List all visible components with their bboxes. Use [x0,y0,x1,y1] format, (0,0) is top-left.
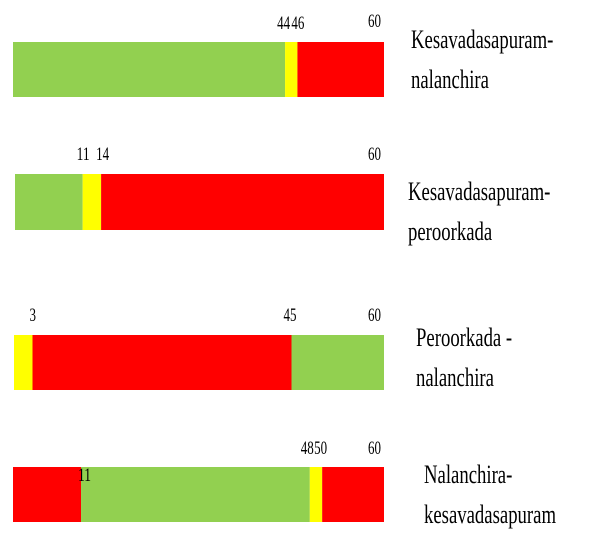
bar-segment-green [81,467,310,522]
route-label-line: Kesavadasapuram- [408,177,551,206]
tick-label: 44 [277,13,290,34]
bar-segment-yellow [309,467,323,522]
bar-group: 11 14 60 [15,144,384,230]
route-label-line: Nalanchira- [424,460,513,489]
tick-label: 50 [314,438,327,459]
tick-label: 11 [78,465,91,486]
bar-segment-red [32,335,292,390]
route-label-line: Peroorkada - [416,323,513,352]
bar-segment-red [13,467,82,522]
bar-segment-red [297,42,384,97]
bar-group: 44 46 60 [13,11,384,97]
bar-group: 3 45 60 [14,305,384,390]
tick-label: 60 [368,438,381,459]
bar-segment-yellow [14,335,33,390]
bar-segment-red [101,174,384,230]
tick-label: 3 [30,305,37,326]
route-label-line: kesavadasapuram [424,500,557,530]
tick-label: 45 [284,305,297,326]
tick-label: 46 [291,13,304,34]
tick-label: 11 [77,144,90,165]
route-label-line: nalanchira [416,363,494,393]
bar-segment-green [291,335,384,390]
tick-label: 14 [96,144,109,165]
bar-segment-green [15,174,83,230]
route-label: Nalanchira-kesavadasapuram [424,455,556,536]
route-label: Peroorkada - nalanchira [416,318,512,399]
bar-group: 11 48 50 60 [13,438,384,522]
bar-segment-yellow [285,42,298,97]
route-label-line: nalanchira [411,65,489,95]
route-label-line: peroorkada [408,217,493,247]
route-label: Kesavadasapuram-nalanchira [411,20,553,101]
tick-label: 60 [368,144,381,165]
tick-label: 60 [368,305,381,326]
bar-segment-yellow [82,174,102,230]
tick-label: 48 [301,438,314,459]
bar-segment-green [13,42,286,97]
route-label-line: Kesavadasapuram- [411,25,554,54]
tick-label: 60 [368,11,381,32]
bar-segment-red [322,467,384,522]
route-label: Kesavadasapuram-peroorkada [408,172,550,253]
